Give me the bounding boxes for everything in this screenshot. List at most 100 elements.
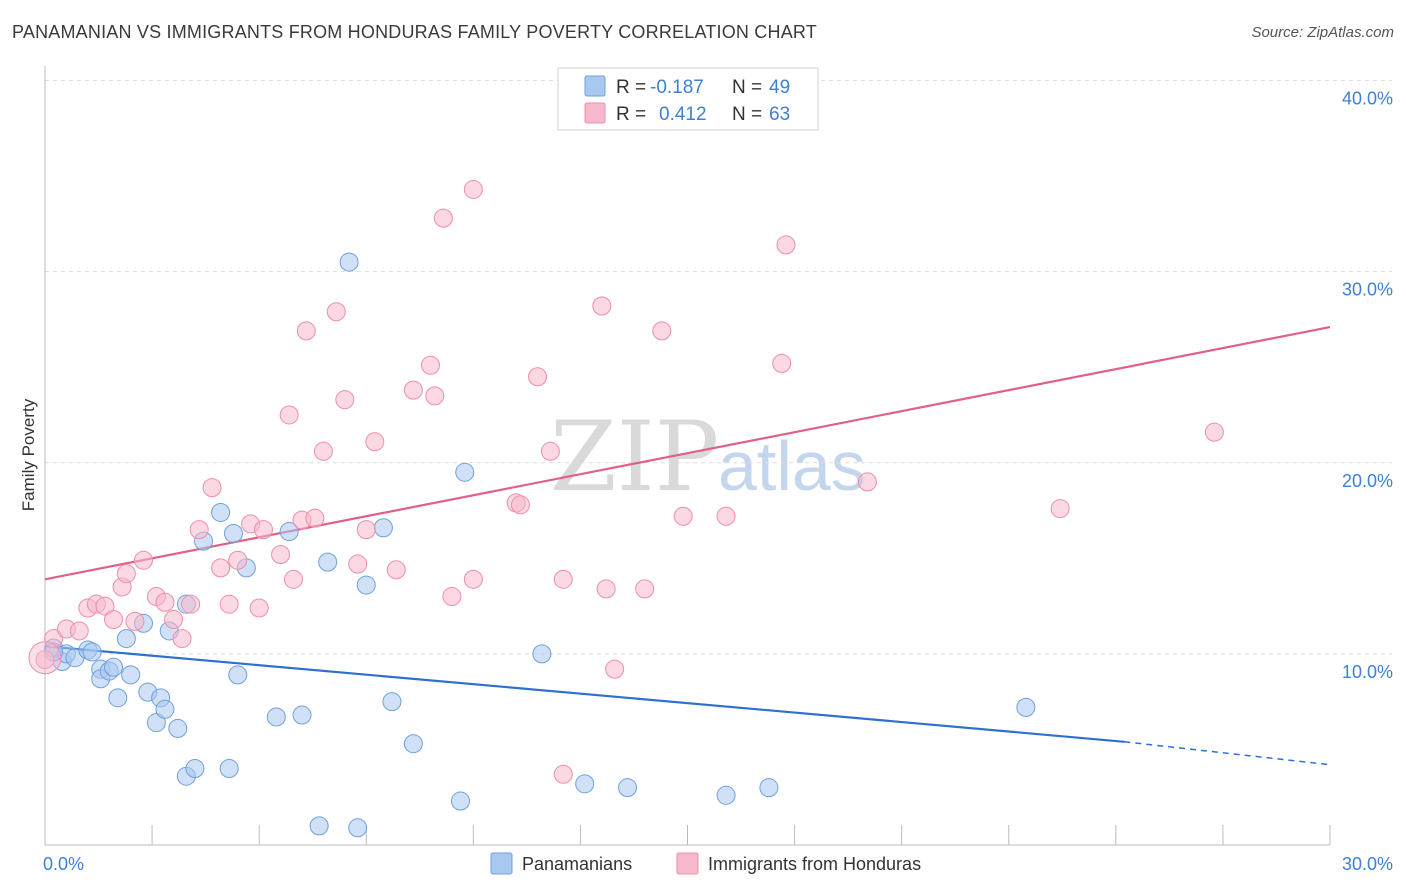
point-honduras xyxy=(716,506,736,526)
point-panamanians xyxy=(382,692,402,712)
chart-title: PANAMANIAN VS IMMIGRANTS FROM HONDURAS F… xyxy=(12,22,817,42)
point-panamanians xyxy=(373,518,393,538)
point-honduras xyxy=(283,569,303,589)
point-panamanians xyxy=(716,785,736,805)
point-honduras xyxy=(433,208,453,228)
y-tick-label: 10.0% xyxy=(1342,662,1393,682)
point-honduras xyxy=(211,558,231,578)
legend-r-label: R = xyxy=(616,104,646,125)
y-axis-label: Family Poverty xyxy=(19,398,38,511)
legend-r-value: -0.187 xyxy=(650,77,704,98)
legend-r-value: 0.412 xyxy=(659,104,707,125)
gridlines xyxy=(45,80,1392,655)
point-panamanians xyxy=(279,522,299,542)
point-honduras xyxy=(592,296,612,316)
point-panamanians xyxy=(266,707,286,727)
point-panamanians xyxy=(759,778,779,798)
point-honduras xyxy=(125,611,145,631)
point-honduras xyxy=(463,569,483,589)
point-panamanians xyxy=(121,665,141,685)
point-honduras xyxy=(202,478,222,498)
point-honduras xyxy=(1204,422,1224,442)
y-tick-label: 30.0% xyxy=(1342,280,1393,300)
point-panamanians xyxy=(339,252,359,272)
trend-lines xyxy=(44,325,1331,766)
series-legend: Panamanians Immigrants from Honduras xyxy=(490,852,921,875)
point-panamanians xyxy=(450,791,470,811)
point-honduras xyxy=(510,495,530,515)
point-honduras xyxy=(134,550,154,570)
point-panamanians xyxy=(223,523,243,543)
point-honduras xyxy=(253,520,273,540)
correlation-legend: R = -0.187 N = 49 R = 0.412 N = 63 xyxy=(557,67,819,131)
point-panamanians xyxy=(292,705,312,725)
x-tick-label: 0.0% xyxy=(43,854,84,874)
point-honduras xyxy=(44,629,64,649)
point-panamanians xyxy=(309,816,329,836)
point-honduras xyxy=(421,355,440,375)
point-panamanians xyxy=(104,657,124,677)
legend-swatch-panamanians xyxy=(490,852,513,875)
legend-label-honduras: Immigrants from Honduras xyxy=(708,854,921,874)
point-honduras xyxy=(164,609,183,629)
point-honduras xyxy=(553,764,573,784)
point-honduras xyxy=(356,520,376,540)
point-honduras xyxy=(172,629,192,649)
point-panamanians xyxy=(146,713,166,733)
chart-source: Source: ZipAtlas.com xyxy=(1251,24,1394,41)
point-honduras xyxy=(116,564,136,584)
data-points xyxy=(28,179,1224,838)
legend-swatch-honduras xyxy=(676,852,699,875)
legend-n-value: 49 xyxy=(769,77,790,98)
point-honduras xyxy=(596,579,616,599)
point-honduras xyxy=(271,544,291,564)
legend-n-label: N = xyxy=(732,77,762,98)
point-panamanians xyxy=(348,818,368,838)
point-panamanians xyxy=(168,718,188,738)
point-honduras xyxy=(635,579,655,599)
y-tick-label: 20.0% xyxy=(1342,471,1393,491)
legend-swatch-panamanians xyxy=(584,75,606,97)
point-panamanians xyxy=(618,778,638,798)
point-panamanians xyxy=(575,774,595,794)
trend-line-panamanians xyxy=(44,645,1125,743)
point-honduras xyxy=(228,550,248,570)
point-honduras xyxy=(772,353,792,373)
point-panamanians xyxy=(228,665,248,685)
point-panamanians xyxy=(455,462,475,482)
point-honduras xyxy=(652,321,672,341)
y-tick-labels: 10.0% 20.0% 30.0% 40.0% xyxy=(1342,89,1393,682)
point-honduras xyxy=(540,441,560,461)
point-panamanians xyxy=(219,759,239,779)
point-honduras xyxy=(776,235,796,255)
legend-label-panamanians: Panamanians xyxy=(522,854,632,874)
point-honduras xyxy=(857,472,877,492)
point-honduras xyxy=(463,179,483,199)
point-panamanians xyxy=(82,642,102,662)
point-honduras xyxy=(348,554,368,574)
point-panamanians xyxy=(185,759,205,779)
point-panamanians xyxy=(318,552,338,572)
point-honduras xyxy=(104,609,124,629)
point-honduras xyxy=(365,432,385,452)
point-honduras xyxy=(605,659,625,679)
watermark-zip: ZIP xyxy=(550,401,719,513)
point-honduras xyxy=(69,621,89,641)
legend-swatch-honduras xyxy=(584,102,606,124)
point-honduras xyxy=(313,441,333,461)
point-panamanians xyxy=(403,734,423,754)
point-honduras xyxy=(249,598,269,618)
x-tick-label: 30.0% xyxy=(1342,854,1393,874)
point-panamanians xyxy=(532,644,552,664)
point-honduras xyxy=(296,321,316,341)
watermark-atlas: atlas xyxy=(718,427,866,505)
legend-n-value: 63 xyxy=(769,104,790,125)
point-panamanians xyxy=(116,629,136,649)
point-honduras xyxy=(1050,499,1070,519)
legend-r-label: R = xyxy=(616,77,646,98)
x-tick-labels: 0.0% 30.0% xyxy=(43,854,1393,874)
point-honduras xyxy=(305,508,325,528)
point-honduras xyxy=(219,594,239,614)
point-panamanians xyxy=(108,688,128,708)
